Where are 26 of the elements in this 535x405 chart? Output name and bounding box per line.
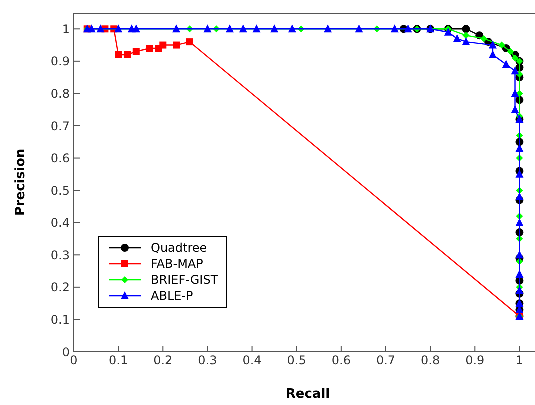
x-tick-label: 0.5 (287, 354, 306, 368)
y-tick-label: 0.8 (50, 86, 70, 101)
y-tick-label: 0.3 (50, 248, 70, 262)
y-tick-label: 0.6 (50, 152, 70, 166)
x-tick-label: 0.8 (421, 354, 440, 368)
legend-label: ABLE-P (151, 288, 194, 304)
x-axis-title: Recall (286, 387, 330, 402)
x-tick-label: 0.1 (109, 354, 128, 368)
legend-label: FAB-MAP (151, 256, 204, 272)
y-tick-label: 0.9 (50, 54, 70, 69)
y-tick-label: 0.5 (50, 184, 70, 198)
y-tick-label: 0.1 (50, 312, 70, 327)
y-tick-label: 0.7 (50, 119, 70, 134)
legend-label: BRIEF-GIST (151, 272, 218, 288)
y-tick-label: 1 (62, 22, 70, 36)
x-tick-label: 0.9 (466, 354, 485, 368)
x-tick-label: 0.6 (332, 354, 351, 368)
y-axis-title: Precision (14, 148, 29, 216)
x-tick-label: 0.7 (376, 354, 396, 368)
legend-label: Quadtree (151, 240, 208, 256)
x-tick-label: 1 (516, 354, 524, 368)
x-tick-label: 0.2 (154, 354, 173, 368)
y-tick-label: 0.2 (50, 280, 70, 295)
x-tick-label: 0.3 (198, 354, 218, 368)
x-tick-label: 0.4 (242, 354, 262, 368)
y-tick-label: 0.4 (50, 216, 70, 230)
